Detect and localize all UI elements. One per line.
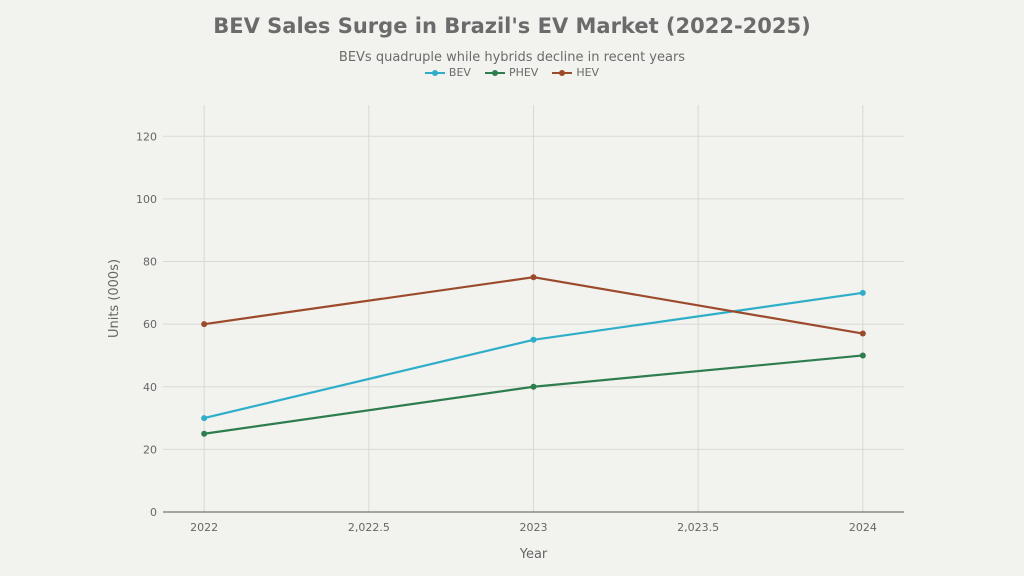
legend-label-phev: PHEV <box>508 66 539 79</box>
y-axis-title: Units (000s) <box>107 259 122 338</box>
x-tick-label: 2023 <box>520 521 548 534</box>
y-tick-label: 80 <box>143 256 157 269</box>
y-tick-label: 40 <box>143 381 157 394</box>
legend-swatch-hev <box>552 69 573 76</box>
legend-item-hev[interactable]: HEV <box>552 66 599 79</box>
data-point-phev[interactable] <box>201 430 208 437</box>
x-tick-label: 2024 <box>849 521 877 534</box>
data-point-bev[interactable] <box>859 289 866 296</box>
y-tick-label: 100 <box>136 193 157 206</box>
y-tick-label: 60 <box>143 318 157 331</box>
x-tick-label: 2,022.5 <box>348 521 390 534</box>
data-point-bev[interactable] <box>530 336 537 343</box>
y-tick-label: 0 <box>150 506 157 519</box>
x-tick-label: 2022 <box>190 521 218 534</box>
legend-swatch-phev <box>484 69 505 76</box>
chart-title: BEV Sales Surge in Brazil's EV Market (2… <box>213 14 811 38</box>
legend-swatch-bev <box>424 69 445 76</box>
y-tick-label: 20 <box>143 443 157 456</box>
legend-item-bev[interactable]: BEV <box>424 66 471 79</box>
legend-item-phev[interactable]: PHEV <box>484 66 539 79</box>
y-tick-label: 120 <box>136 130 157 143</box>
data-point-phev[interactable] <box>530 383 537 390</box>
chart-subtitle: BEVs quadruple while hybrids decline in … <box>338 50 686 65</box>
data-point-hev[interactable] <box>859 330 866 337</box>
x-axis-title: Year <box>519 547 548 562</box>
data-point-phev[interactable] <box>859 352 866 359</box>
data-point-bev[interactable] <box>201 415 208 422</box>
data-point-hev[interactable] <box>201 321 208 328</box>
chart-legend: BEV PHEV HEV <box>0 66 1024 79</box>
legend-label-hev: HEV <box>576 66 600 79</box>
data-point-hev[interactable] <box>530 274 537 281</box>
legend-label-bev: BEV <box>448 66 471 79</box>
x-tick-label: 2,023.5 <box>677 521 719 534</box>
